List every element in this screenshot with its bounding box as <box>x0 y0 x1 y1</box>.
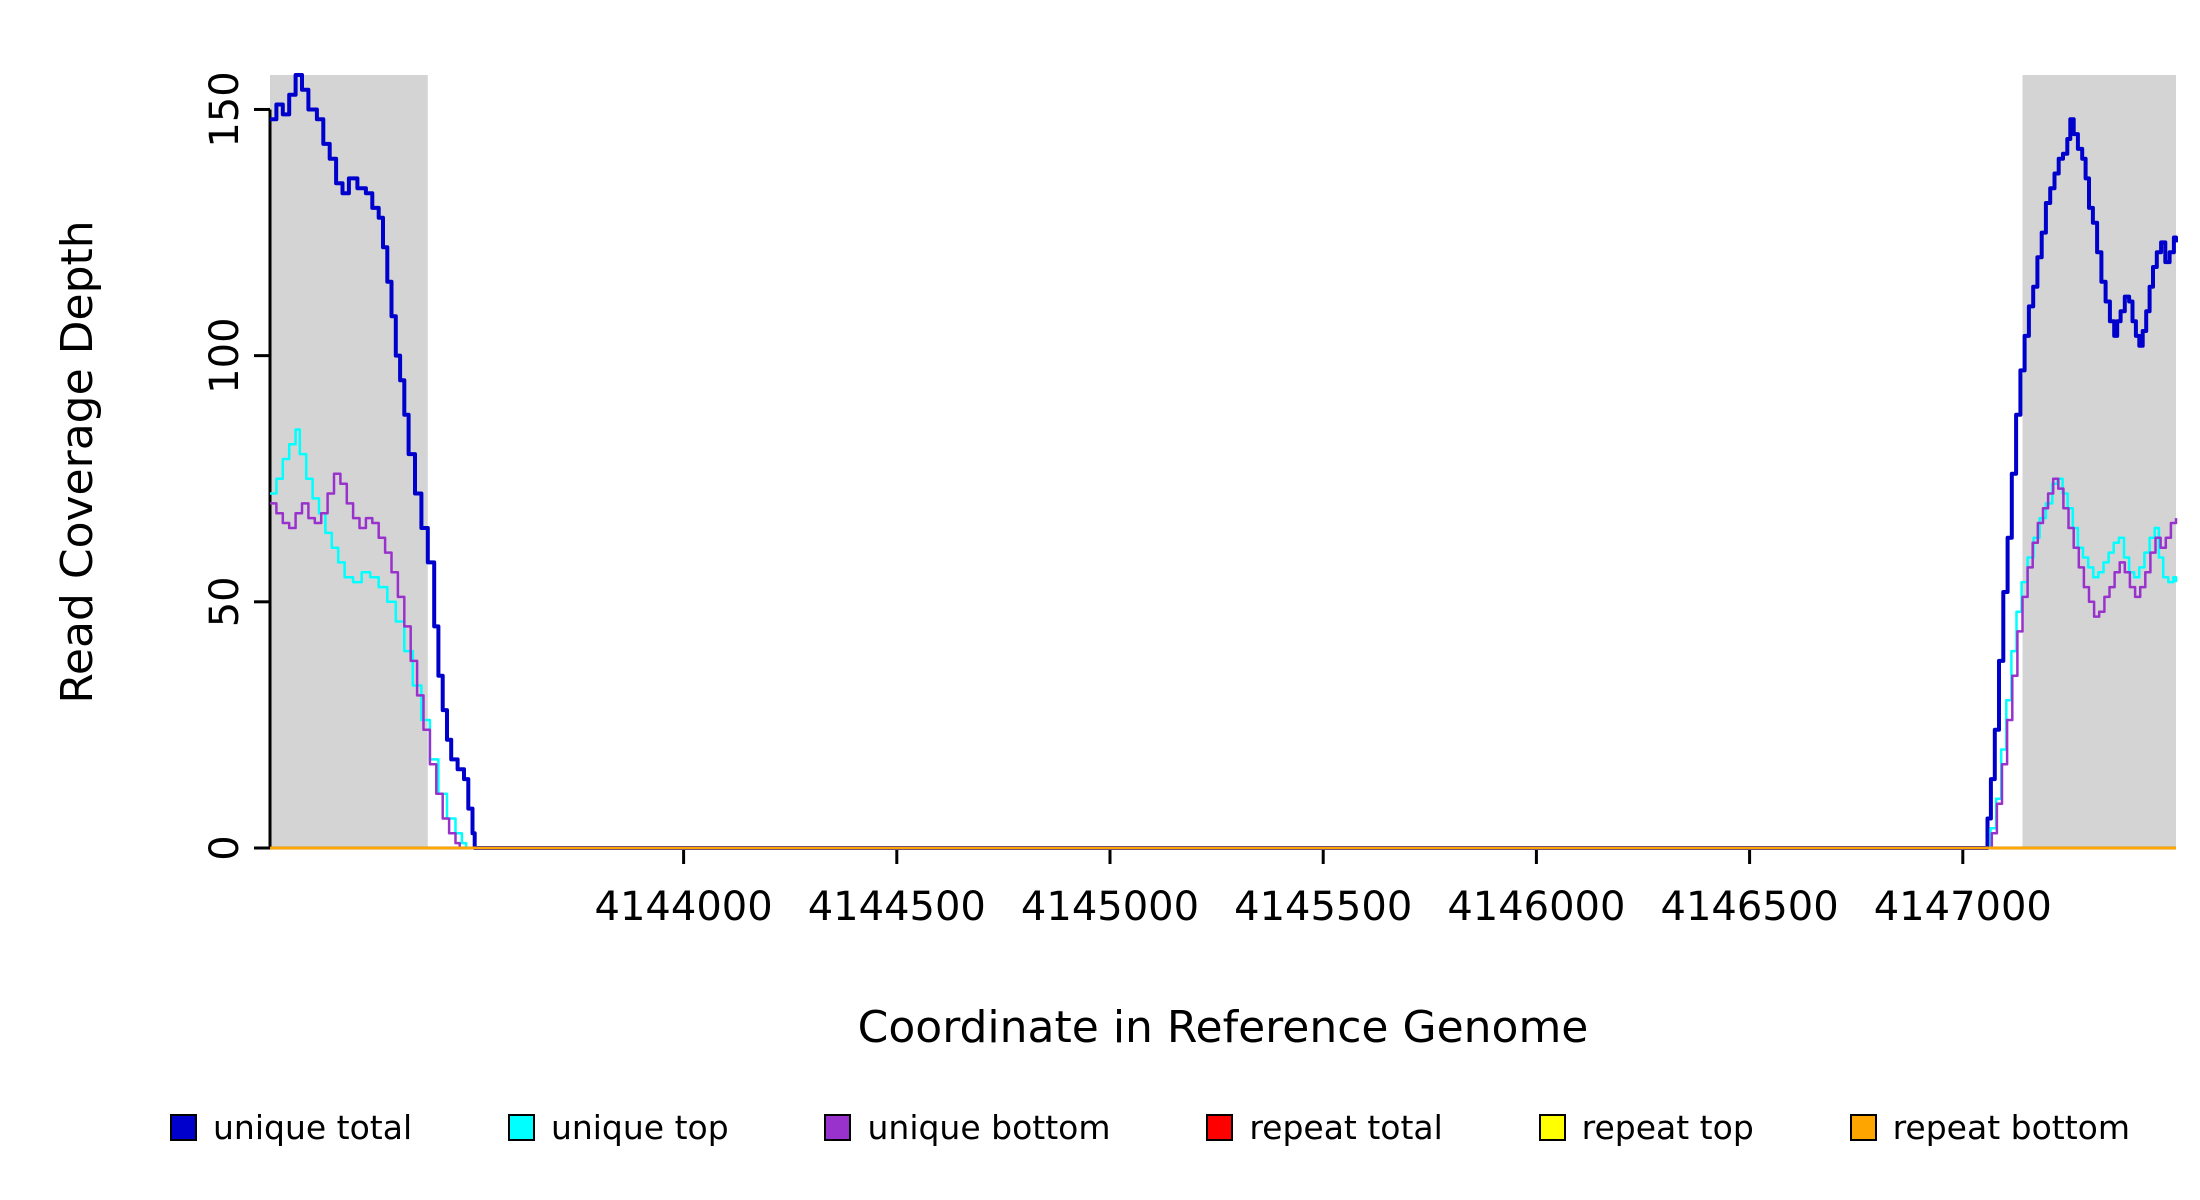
x-axis-title: Coordinate in Reference Genome <box>858 1002 1589 1053</box>
legend-item-repeat-top: repeat top <box>1538 1108 1754 1147</box>
y-tick-label: 100 <box>202 317 248 393</box>
y-tick-label: 0 <box>202 835 248 860</box>
legend-label-repeat-bottom: repeat bottom <box>1892 1108 2130 1147</box>
legend-item-unique-bottom: unique bottom <box>824 1108 1111 1147</box>
legend-item-unique-top: unique top <box>507 1108 729 1147</box>
series-unique-bottom <box>270 472 2178 850</box>
x-tick-label: 4146000 <box>1447 884 1625 930</box>
series-unique-top <box>270 428 2178 850</box>
x-tick-label: 4146500 <box>1661 884 1839 930</box>
legend-label-unique-bottom: unique bottom <box>867 1108 1111 1147</box>
legend-item-repeat-bottom: repeat bottom <box>1849 1108 2130 1147</box>
series-unique-total <box>270 73 2178 850</box>
x-tick-label: 4145500 <box>1234 884 1412 930</box>
chart-legend: unique total unique top unique bottom re… <box>0 1108 2200 1147</box>
y-tick-label: 150 <box>202 71 248 147</box>
legend-item-repeat-total: repeat total <box>1206 1108 1443 1147</box>
legend-label-repeat-total: repeat total <box>1249 1108 1443 1147</box>
legend-swatch-repeat-top <box>1538 1114 1566 1141</box>
legend-swatch-repeat-total <box>1206 1114 1234 1141</box>
x-tick-label: 4144000 <box>595 884 773 930</box>
legend-swatch-unique-total <box>170 1114 197 1141</box>
legend-swatch-repeat-bottom <box>1849 1114 1877 1141</box>
legend-item-unique-total: unique total <box>170 1108 412 1147</box>
x-tick-label: 4145000 <box>1021 884 1199 930</box>
y-axis-title: Read Coverage Depth <box>52 220 103 703</box>
legend-label-repeat-top: repeat top <box>1581 1108 1754 1147</box>
shaded-region <box>270 75 428 848</box>
coverage-chart: 4144000 4144500 4145000 4145500 4146000 41465… <box>52 71 2178 1053</box>
y-tick-label: 50 <box>202 576 248 627</box>
legend-swatch-unique-bottom <box>824 1114 852 1141</box>
legend-label-unique-total: unique total <box>213 1108 413 1147</box>
x-tick-label: 4147000 <box>1874 884 2052 930</box>
legend-swatch-unique-top <box>507 1114 535 1141</box>
x-tick-label: 4144500 <box>808 884 986 930</box>
shaded-region <box>2022 75 2176 848</box>
legend-label-unique-top: unique top <box>550 1108 729 1147</box>
